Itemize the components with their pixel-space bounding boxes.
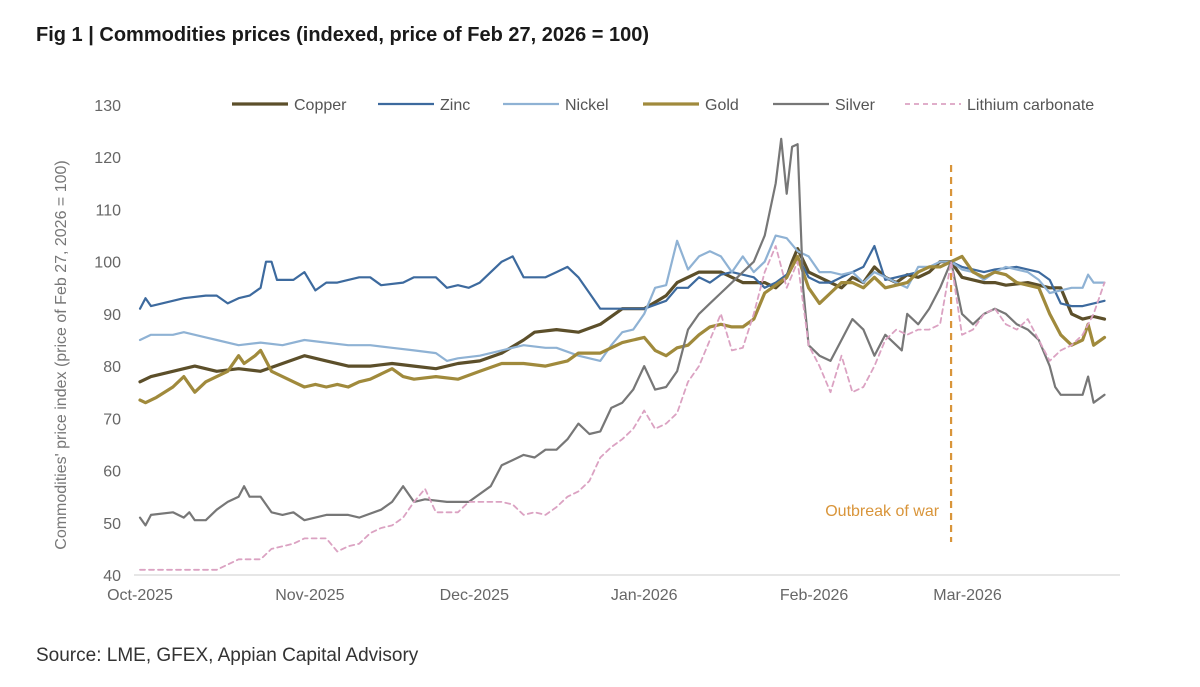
series-line-nickel <box>138 234 1106 362</box>
y-tick-label: 70 <box>103 411 121 428</box>
legend-label-gold: Gold <box>705 97 739 114</box>
x-tick-label: Mar-2026 <box>933 587 1002 604</box>
y-axis-title: Commodities' price index (price of Feb 2… <box>53 160 70 549</box>
series-lines <box>138 137 1107 571</box>
y-tick-label: 100 <box>94 255 121 272</box>
x-tick-label: Feb-2026 <box>780 587 849 604</box>
y-axis-ticks: 40 50 60 70 80 90 100 110 120 130 <box>94 98 121 585</box>
chart-title: Fig 1 | Commodities prices (indexed, pri… <box>36 24 650 46</box>
war-annotation: Outbreak of war <box>825 165 953 542</box>
legend: Copper Zinc Nickel Gold Silver Lithium carbon… <box>232 97 1094 114</box>
y-tick-label: 80 <box>103 359 121 376</box>
x-tick-label: Nov-2025 <box>275 587 344 604</box>
legend-label-nickel: Nickel <box>565 97 609 114</box>
x-tick-label: Oct-2025 <box>107 587 173 604</box>
legend-label-silver: Silver <box>835 97 876 114</box>
y-tick-label: 40 <box>103 568 121 585</box>
series-line-copper <box>138 247 1107 384</box>
x-tick-label: Dec-2025 <box>440 587 509 604</box>
source-note: Source: LME, GFEX, Appian Capital Adviso… <box>36 645 419 666</box>
y-tick-label: 50 <box>103 516 121 533</box>
y-tick-label: 90 <box>103 307 121 324</box>
x-tick-label: Jan-2026 <box>611 587 678 604</box>
legend-label-lithium: Lithium carbonate <box>967 97 1094 114</box>
line-chart: Commodities' price index (price of Feb 2… <box>53 97 1120 604</box>
legend-label-copper: Copper <box>294 97 347 114</box>
war-annotation-label: Outbreak of war <box>825 503 940 520</box>
y-axis-label-group: Commodities' price index (price of Feb 2… <box>53 160 70 549</box>
legend-label-zinc: Zinc <box>440 97 470 114</box>
series-line-lithium <box>139 245 1106 571</box>
x-axis-ticks: Oct-2025 Nov-2025 Dec-2025 Jan-2026 Feb-2026… <box>107 587 1002 604</box>
y-tick-label: 110 <box>95 202 121 219</box>
y-tick-label: 120 <box>94 150 121 167</box>
y-tick-label: 60 <box>103 464 121 481</box>
series-line-gold <box>138 254 1107 405</box>
y-tick-label: 130 <box>94 98 121 115</box>
series-line-silver <box>138 137 1106 527</box>
